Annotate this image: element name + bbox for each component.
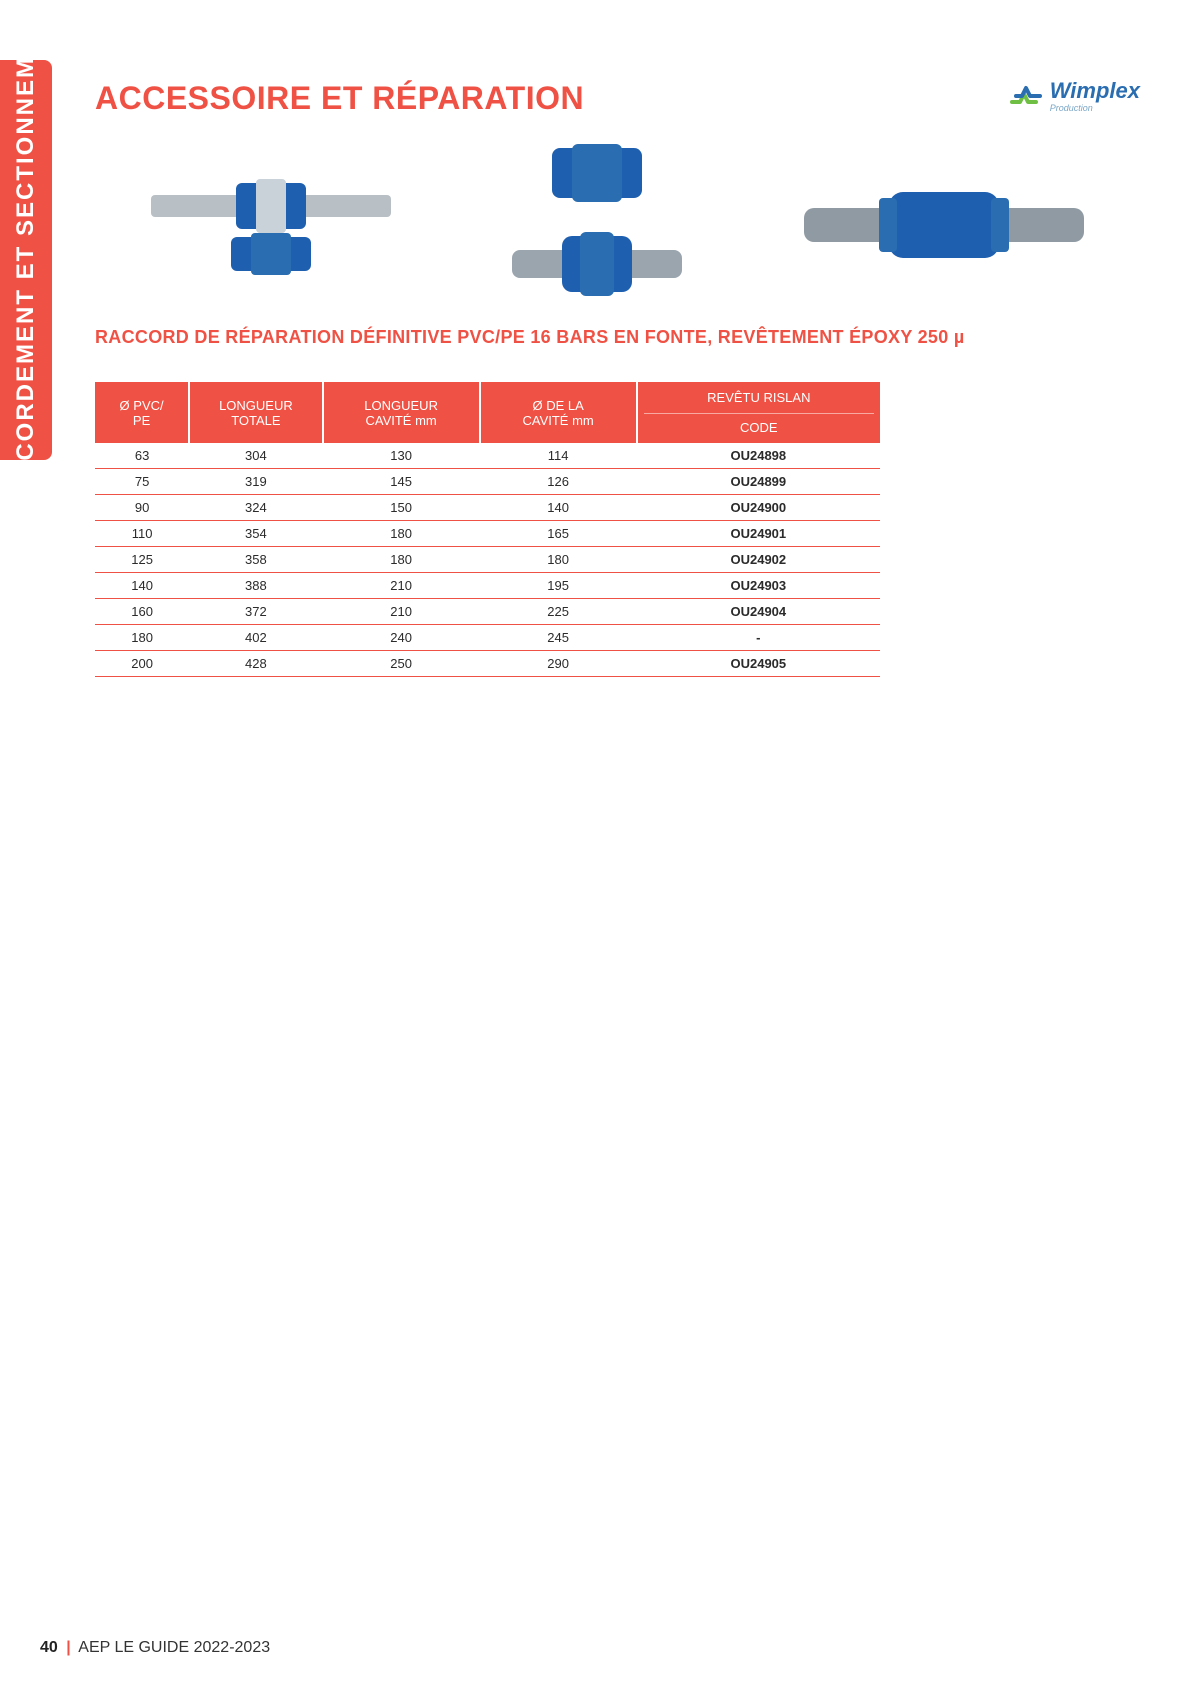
table-row: 140388210195OU24903	[95, 573, 880, 599]
spec-table: Ø PVC/PE LONGUEURTOTALE LONGUEURCAVITÉ m…	[95, 382, 880, 677]
table-body: 63304130114OU24898 75319145126OU24899 90…	[95, 443, 880, 677]
col-header-length-total: LONGUEURTOTALE	[189, 382, 322, 443]
table-row: 110354180165OU24901	[95, 521, 880, 547]
table-row: 75319145126OU24899	[95, 469, 880, 495]
product-images-row	[95, 140, 1140, 310]
table-row: 160372210225OU24904	[95, 599, 880, 625]
footer-separator: |	[66, 1639, 70, 1656]
side-category-tab: RACCORDEMENT ET SECTIONNEMENT	[0, 60, 52, 460]
product-image-1	[141, 165, 401, 285]
header: ACCESSOIRE ET RÉPARATION Wimplex Product…	[95, 80, 1140, 117]
product-image-2	[492, 140, 702, 310]
table-row: 90324150140OU24900	[95, 495, 880, 521]
brand-logo-name: Wimplex	[1050, 80, 1140, 102]
brand-logo-icon	[1010, 84, 1044, 110]
col-header-cavity-diameter: Ø DE LACAVITÉ mm	[480, 382, 637, 443]
table-row: 200428250290OU24905	[95, 651, 880, 677]
brand-logo: Wimplex Production	[1010, 80, 1140, 113]
table-header-row: Ø PVC/PE LONGUEURTOTALE LONGUEURCAVITÉ m…	[95, 382, 880, 443]
page-number: 40	[40, 1639, 58, 1656]
page-footer: 40 | AEP LE GUIDE 2022-2023	[40, 1639, 270, 1657]
table-row: 63304130114OU24898	[95, 443, 880, 469]
table-row: 180402240245-	[95, 625, 880, 651]
footer-text: AEP LE GUIDE 2022-2023	[78, 1639, 270, 1656]
side-category-label: RACCORDEMENT ET SECTIONNEMENT	[12, 2, 40, 519]
col-header-diameter: Ø PVC/PE	[95, 382, 189, 443]
col-header-cavity-length: LONGUEURCAVITÉ mm	[323, 382, 480, 443]
section-subheading: RACCORD DE RÉPARATION DÉFINITIVE PVC/PE …	[95, 325, 1140, 349]
table-row: 125358180180OU24902	[95, 547, 880, 573]
page-title: ACCESSOIRE ET RÉPARATION	[95, 80, 584, 117]
col-header-code: REVÊTU RISLAN CODE	[637, 382, 880, 443]
brand-logo-tagline: Production	[1050, 104, 1140, 113]
product-image-3	[794, 170, 1094, 280]
